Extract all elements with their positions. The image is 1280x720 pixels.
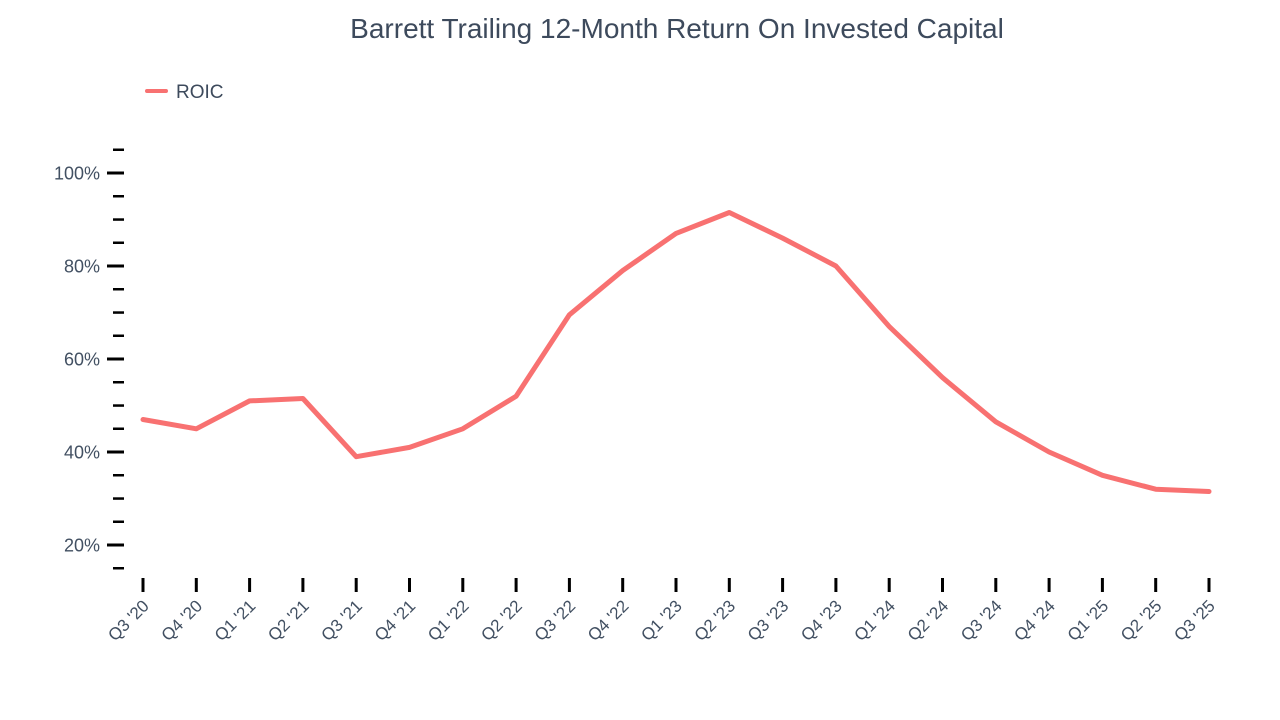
x-tick-label: Q4 '20 [158, 596, 206, 644]
x-tick-label: Q1 '21 [211, 596, 259, 644]
legend-label: ROIC [176, 82, 224, 103]
x-tick-label: Q4 '21 [371, 596, 419, 644]
y-axis: 20% 40% 60% 80% 100% [54, 148, 124, 570]
x-tick-label: Q4 '22 [584, 596, 632, 644]
x-tick [887, 578, 891, 592]
x-tick-label: Q1 '22 [424, 596, 472, 644]
y-major-tick [107, 543, 124, 547]
y-minor-tick [113, 474, 124, 477]
y-minor-tick [113, 520, 124, 523]
y-minor-tick [113, 567, 124, 570]
chart-title: Barrett Trailing 12-Month Return On Inve… [350, 13, 1004, 44]
x-tick [674, 578, 678, 592]
x-tick [301, 578, 305, 592]
y-minor-tick [113, 427, 124, 430]
x-tick [514, 578, 518, 592]
x-tick [1207, 578, 1211, 592]
y-major-tick [107, 264, 124, 268]
legend-line-swatch [145, 89, 168, 93]
y-minor-tick [113, 404, 124, 407]
x-tick-label: Q4 '23 [797, 596, 845, 644]
x-tick-label: Q2 '22 [477, 596, 525, 644]
x-tick [141, 578, 145, 592]
x-tick [834, 578, 838, 592]
x-tick [1154, 578, 1158, 592]
x-tick-label: Q3 '20 [104, 596, 152, 644]
x-tick [461, 578, 465, 592]
x-tick [1100, 578, 1104, 592]
x-tick [354, 578, 358, 592]
x-tick [408, 578, 411, 592]
y-minor-tick [113, 241, 124, 244]
y-minor-tick [113, 334, 124, 337]
x-tick-label: Q2 '25 [1117, 596, 1165, 644]
x-tick-label: Q4 '24 [1010, 596, 1058, 644]
y-minor-tick [113, 288, 124, 291]
series-group [140, 210, 1212, 494]
x-axis: Q3 '20 Q4 '20 Q1 '21 Q2 '21 Q3 '21 Q4 '21 Q1 '… [104, 578, 1219, 645]
x-tick-label: Q3 '25 [1170, 596, 1218, 644]
y-minor-tick [113, 148, 124, 151]
x-tick-label: Q2 '23 [691, 596, 739, 644]
y-minor-tick [113, 311, 124, 314]
y-tick-label: 80% [64, 257, 100, 277]
y-minor-tick [113, 218, 124, 221]
y-major-tick [107, 357, 124, 361]
y-tick-label: 20% [64, 536, 100, 556]
x-tick-label: Q1 '24 [851, 596, 899, 644]
x-tick [994, 578, 998, 592]
x-tick [781, 578, 785, 592]
y-minor-tick [113, 381, 124, 384]
y-minor-tick [113, 497, 124, 500]
x-tick-label: Q3 '24 [957, 596, 1005, 644]
y-tick-label: 40% [64, 443, 100, 463]
x-tick-label: Q1 '23 [637, 596, 685, 644]
x-tick-label: Q3 '22 [531, 596, 579, 644]
y-major-tick [107, 450, 124, 454]
x-tick [941, 578, 944, 592]
x-tick-label: Q1 '25 [1064, 596, 1112, 644]
y-tick-label: 60% [64, 350, 100, 370]
x-tick [727, 578, 731, 592]
x-tick [1047, 578, 1051, 592]
legend: ROIC [145, 82, 224, 103]
x-tick [567, 578, 571, 592]
x-tick [194, 578, 198, 592]
y-major-tick [107, 171, 124, 175]
x-tick-label: Q3 '21 [318, 596, 366, 644]
y-minor-tick [113, 195, 124, 198]
x-tick [621, 578, 625, 592]
x-tick [248, 578, 252, 592]
x-tick-label: Q2 '24 [904, 596, 952, 644]
x-tick-label: Q2 '21 [264, 596, 312, 644]
x-tick-label: Q3 '23 [744, 596, 792, 644]
y-tick-label: 100% [54, 164, 100, 184]
series-line-roic [140, 210, 1212, 494]
